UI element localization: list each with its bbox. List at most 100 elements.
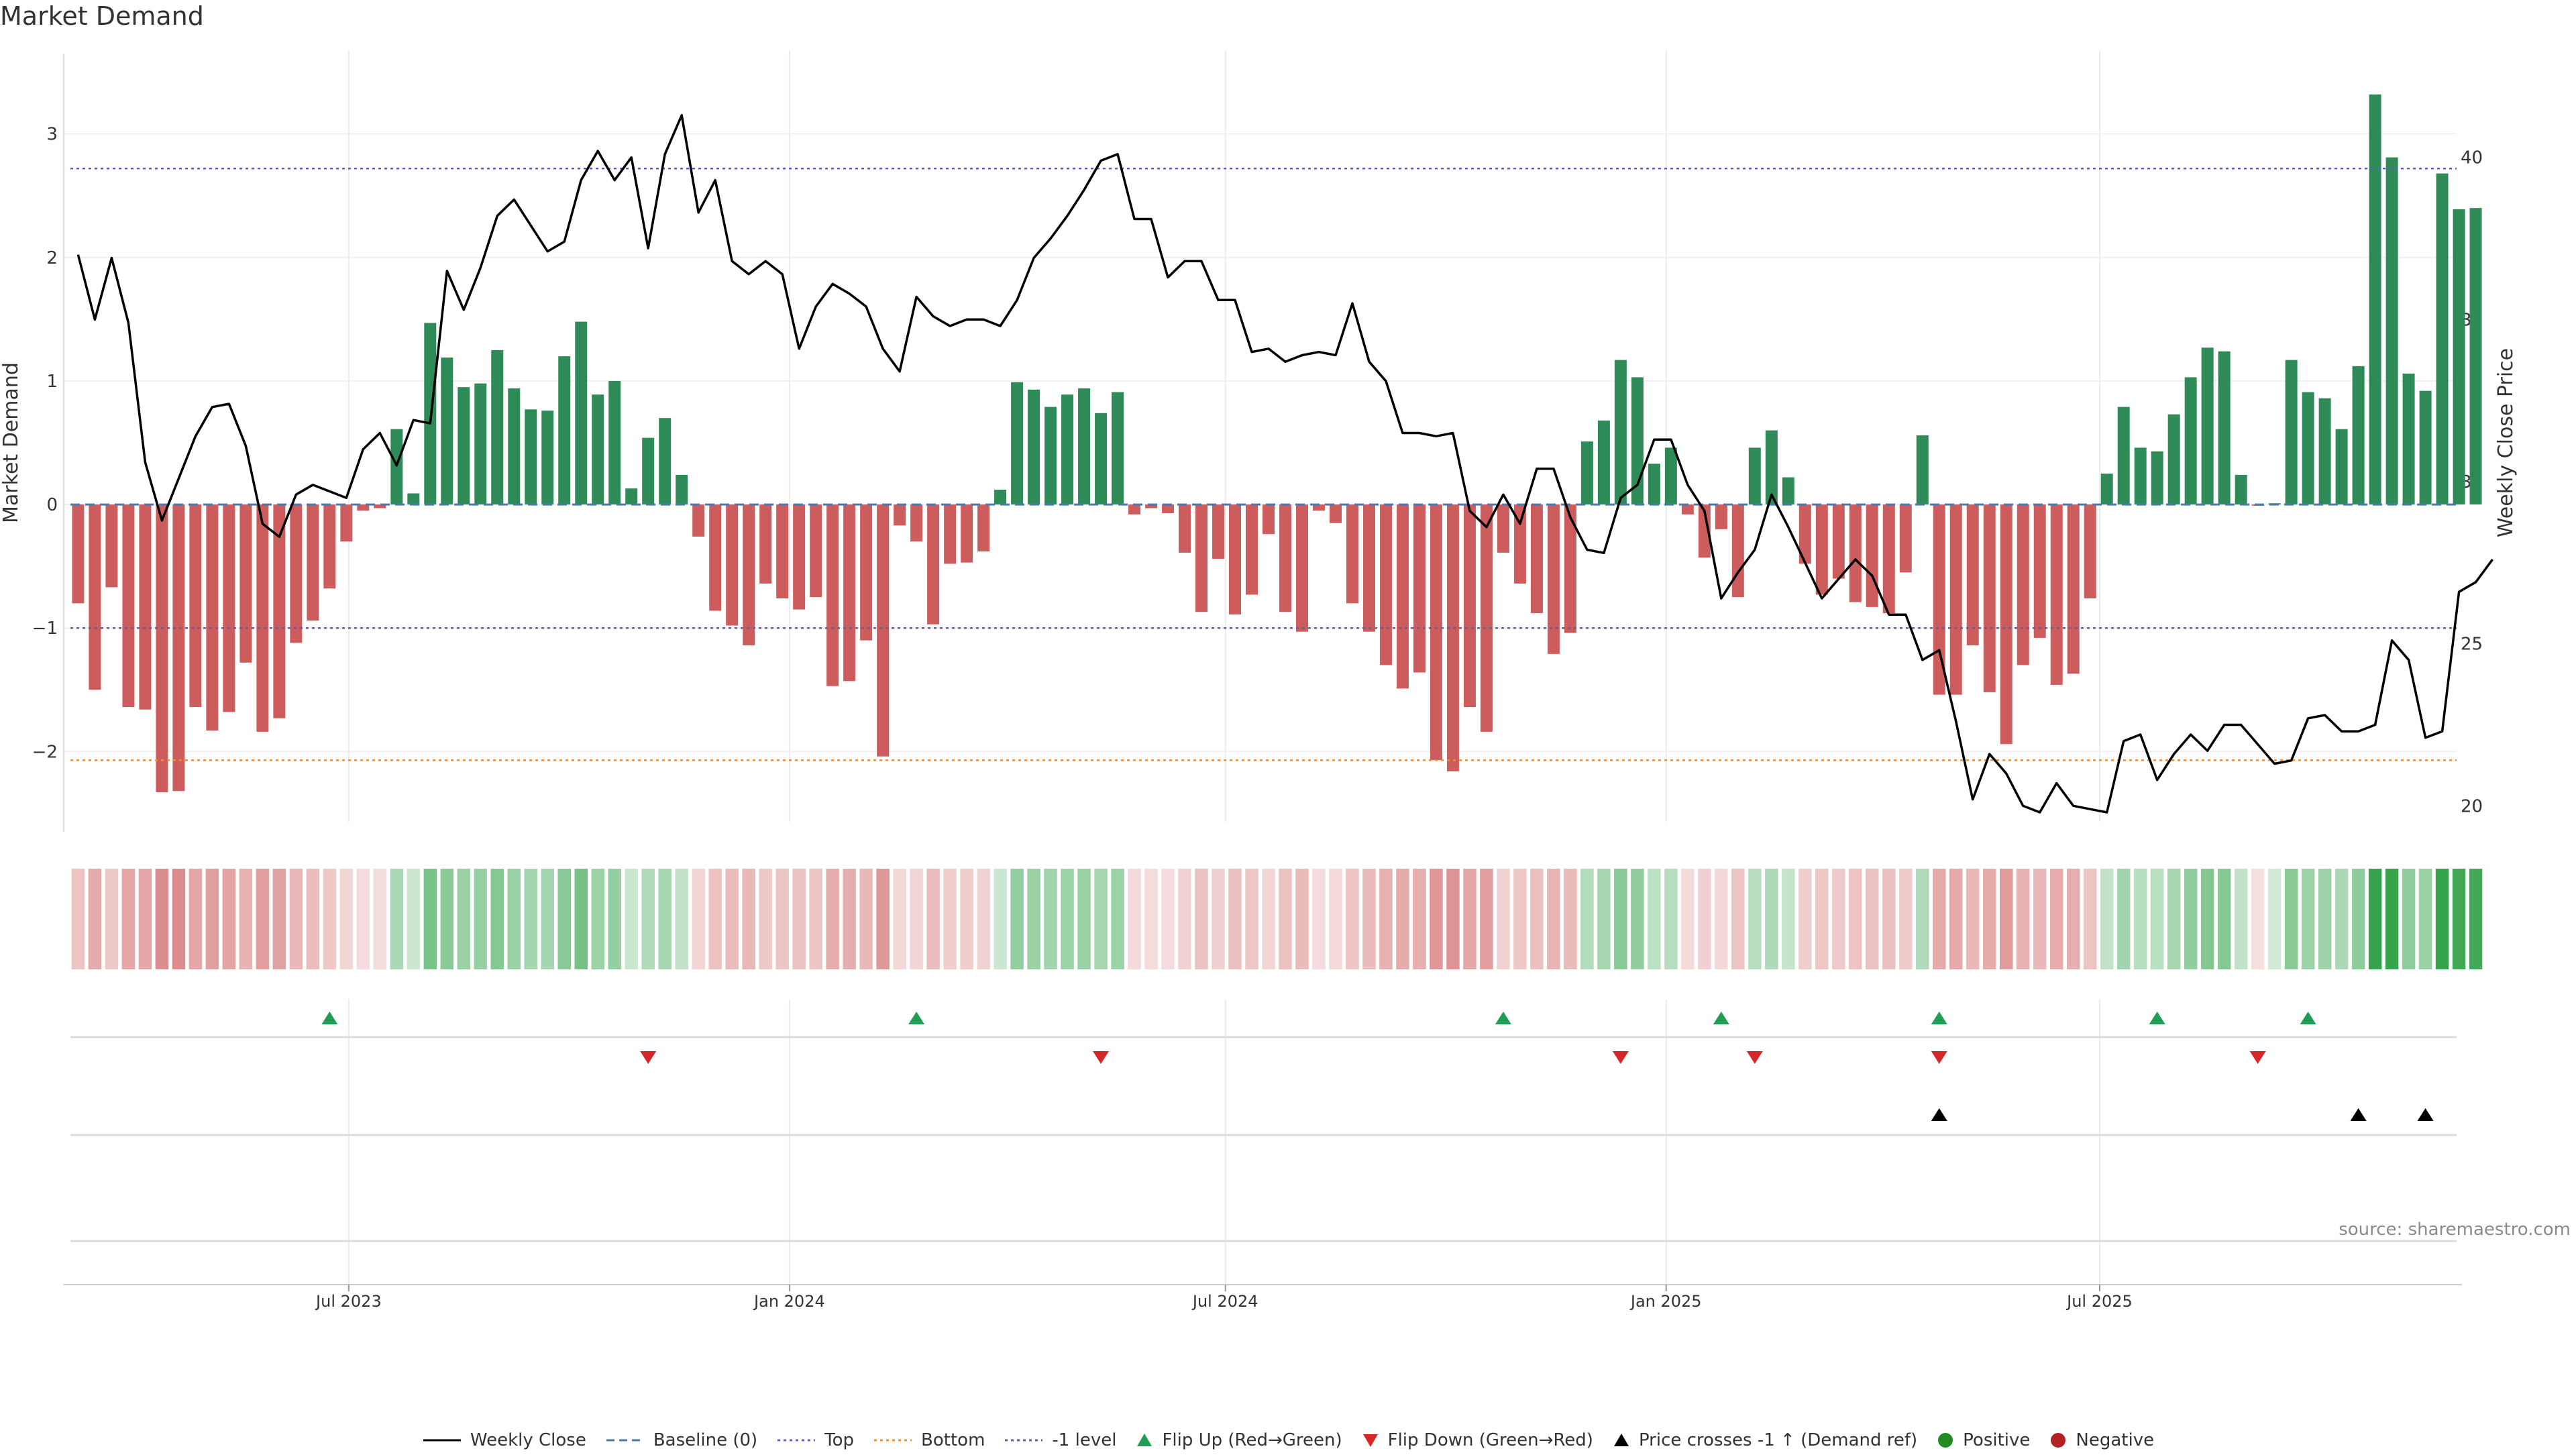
heat-strip-cell bbox=[2133, 869, 2147, 969]
demand-bar bbox=[105, 504, 118, 588]
demand-bar bbox=[541, 411, 554, 505]
demand-bar bbox=[1262, 504, 1275, 535]
heat-strip-cell bbox=[1580, 869, 1594, 969]
demand-bar bbox=[1966, 504, 1979, 645]
heat-strip-cell bbox=[759, 869, 772, 969]
demand-bar bbox=[273, 504, 286, 718]
y-tick-label: 3 bbox=[46, 125, 58, 145]
demand-bar bbox=[2134, 447, 2147, 505]
demand-bar bbox=[1095, 413, 1108, 505]
demand-bar bbox=[1346, 504, 1358, 604]
heat-strip-cell bbox=[2184, 869, 2198, 969]
heat-strip-cell bbox=[2033, 869, 2047, 969]
demand-bar bbox=[1195, 504, 1208, 612]
legend-label: Flip Down (Green→Red) bbox=[1387, 1430, 1593, 1450]
demand-bar bbox=[1748, 447, 1761, 505]
heat-strip-cell bbox=[1396, 869, 1409, 969]
heat-strip-cell bbox=[121, 869, 136, 969]
flip-up-marker bbox=[1495, 1012, 1511, 1024]
heat-strip-cell bbox=[2267, 869, 2282, 969]
demand-bar bbox=[709, 504, 722, 611]
heat-strip-cell bbox=[2334, 869, 2349, 969]
heat-strip-cell bbox=[1815, 869, 1829, 969]
demand-bar bbox=[759, 504, 772, 584]
heat-strip-cell bbox=[1799, 869, 1812, 969]
heat-strip-cell bbox=[1597, 869, 1611, 969]
flip-down-marker bbox=[1746, 1051, 1763, 1064]
y2-tick-label: 20 bbox=[2461, 796, 2483, 816]
demand-bar bbox=[2352, 366, 2365, 505]
legend-item: Flip Up (Red→Green) bbox=[1135, 1430, 1342, 1450]
demand-bar bbox=[1765, 430, 1778, 505]
demand-bar bbox=[72, 504, 85, 604]
demand-bar bbox=[1648, 464, 1660, 505]
demand-bar bbox=[2184, 377, 2197, 505]
demand-bar bbox=[1112, 392, 1124, 505]
demand-bar bbox=[1011, 382, 1024, 505]
demand-bar bbox=[2369, 94, 2381, 505]
heat-strip-cell bbox=[2368, 869, 2382, 969]
heat-strip-cell bbox=[708, 869, 722, 969]
demand-bar bbox=[1933, 504, 1945, 695]
demand-bar bbox=[1849, 504, 1862, 602]
demand-bar bbox=[256, 504, 269, 732]
legend-swatch bbox=[2051, 1433, 2066, 1448]
y2-tick-label: 40 bbox=[2461, 148, 2483, 168]
demand-bar bbox=[2167, 414, 2180, 505]
demand-bar bbox=[860, 504, 873, 641]
demand-bar bbox=[927, 504, 940, 625]
demand-bar bbox=[139, 504, 152, 710]
demand-bar bbox=[1179, 504, 1191, 553]
heat-strip-cell bbox=[1698, 869, 1711, 969]
legend-label: Weekly Close bbox=[470, 1430, 586, 1450]
heat-strip-cell bbox=[574, 869, 588, 969]
demand-bar bbox=[1832, 504, 1845, 579]
demand-bar bbox=[843, 504, 856, 682]
weekly-close-line bbox=[76, 114, 2494, 814]
heat-strip-cell bbox=[222, 869, 236, 969]
demand-bar bbox=[2235, 474, 2247, 505]
heat-strip-cell bbox=[71, 869, 85, 969]
legend-item: Positive bbox=[1936, 1430, 2030, 1450]
demand-bar bbox=[1681, 504, 1694, 515]
y-tick-label: 0 bbox=[46, 495, 58, 515]
heat-strip-cell bbox=[1866, 869, 1879, 969]
demand-bar bbox=[1078, 388, 1091, 505]
heat-strip-cell bbox=[1245, 869, 1258, 969]
heat-strip-cell bbox=[1614, 869, 1627, 969]
demand-bar bbox=[1362, 504, 1375, 632]
demand-bar bbox=[726, 504, 739, 626]
demand-bar bbox=[1162, 504, 1175, 513]
demand-bar bbox=[2151, 451, 2163, 505]
heat-strip-cell bbox=[289, 869, 303, 969]
heat-strip-cell bbox=[1379, 869, 1393, 969]
price-cross-marker bbox=[2350, 1108, 2367, 1121]
y-axis-title: Market Demand bbox=[0, 362, 23, 523]
demand-bar bbox=[2033, 504, 2046, 638]
x-tick-label: Jan 2025 bbox=[1629, 1292, 1702, 1311]
heat-strip-cell bbox=[2318, 869, 2332, 969]
demand-bar bbox=[977, 504, 990, 552]
demand-bar bbox=[1815, 504, 1828, 595]
demand-bar bbox=[1513, 504, 1526, 584]
demand-bar bbox=[290, 504, 303, 643]
flip-down-marker bbox=[640, 1051, 657, 1064]
heat-strip-cell bbox=[2217, 869, 2231, 969]
demand-bar bbox=[1279, 504, 1291, 612]
heat-strip-cell bbox=[189, 869, 203, 969]
heat-strip-cell bbox=[2049, 869, 2063, 969]
y2-axis-title: Weekly Close Price bbox=[2494, 348, 2518, 537]
heat-strip-cell bbox=[893, 869, 906, 969]
heat-strip-cell bbox=[306, 869, 320, 969]
flip-up-marker bbox=[1713, 1012, 1729, 1024]
demand-bar bbox=[1631, 377, 1644, 505]
price-cross-marker bbox=[1931, 1108, 1947, 1121]
demand-bar bbox=[994, 489, 1007, 505]
flip-up-marker bbox=[1931, 1012, 1947, 1024]
legend-label: -1 level bbox=[1052, 1430, 1117, 1450]
heat-strip-cell bbox=[138, 869, 152, 969]
heat-strip-cell bbox=[1547, 869, 1560, 969]
demand-bar bbox=[1782, 477, 1794, 505]
